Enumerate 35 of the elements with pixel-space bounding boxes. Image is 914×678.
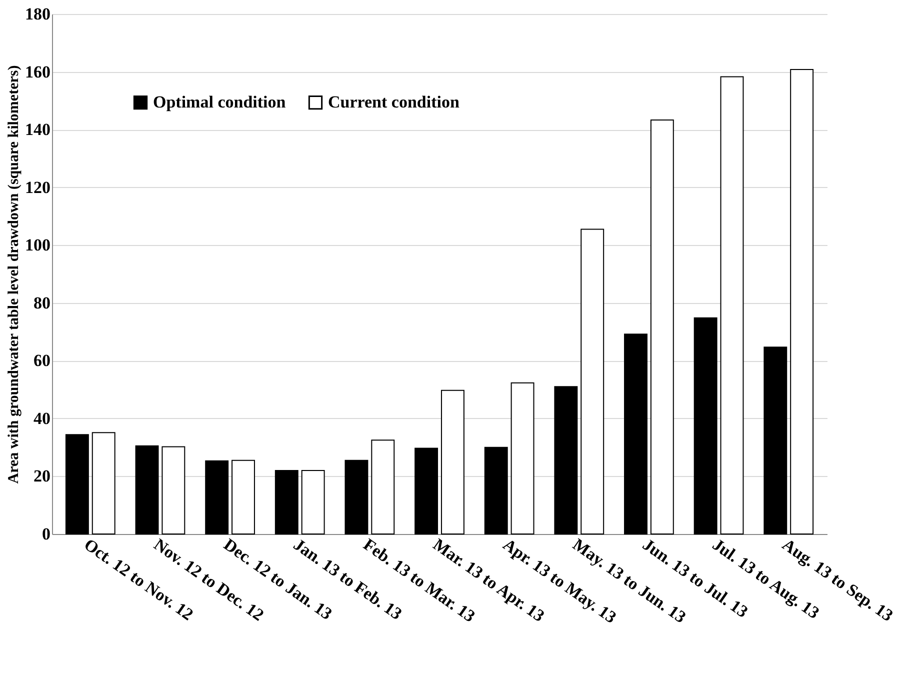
bar	[580, 228, 604, 534]
bar	[650, 120, 674, 534]
bar	[720, 76, 744, 534]
y-tick-label: 140	[25, 120, 50, 140]
bar	[790, 68, 814, 534]
bar	[440, 390, 464, 534]
bar	[301, 470, 325, 534]
y-tick-label: 180	[25, 4, 50, 24]
y-tick-label: 160	[25, 62, 50, 82]
bar	[510, 382, 534, 534]
bar	[135, 445, 159, 534]
y-tick-label: 80	[34, 293, 50, 312]
y-tick-label: 100	[25, 236, 50, 255]
bar	[694, 317, 718, 534]
bar	[484, 446, 508, 534]
y-tick-label: 20	[34, 466, 50, 486]
y-tick-label: 120	[25, 178, 50, 197]
y-tick-label: 60	[34, 351, 50, 370]
legend-label: Current condition	[328, 92, 460, 112]
bar	[92, 432, 116, 534]
bar	[344, 460, 368, 534]
bar	[554, 386, 578, 534]
bar	[205, 460, 229, 534]
bar	[232, 460, 255, 534]
legend-label: Optimal condition	[153, 92, 286, 112]
y-axis-title: Area with groundwater table level drawdown (square kilometers)	[6, 65, 22, 484]
bar	[274, 470, 298, 534]
bar	[764, 346, 788, 534]
bar	[414, 448, 438, 534]
y-tick-label: 0	[42, 524, 50, 544]
bar	[65, 434, 89, 534]
bar	[371, 440, 395, 534]
y-tick-label: 40	[34, 408, 50, 428]
bar	[624, 334, 648, 534]
bar	[162, 446, 186, 534]
